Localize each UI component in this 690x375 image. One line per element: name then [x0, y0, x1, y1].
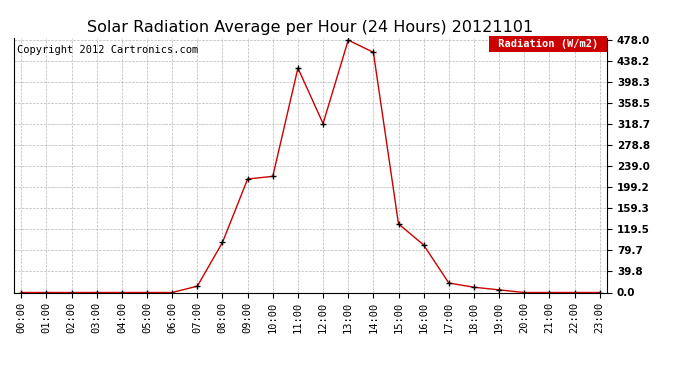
Text: Copyright 2012 Cartronics.com: Copyright 2012 Cartronics.com [17, 45, 198, 55]
Title: Solar Radiation Average per Hour (24 Hours) 20121101: Solar Radiation Average per Hour (24 Hou… [88, 20, 533, 35]
Text: Radiation (W/m2): Radiation (W/m2) [492, 39, 604, 49]
